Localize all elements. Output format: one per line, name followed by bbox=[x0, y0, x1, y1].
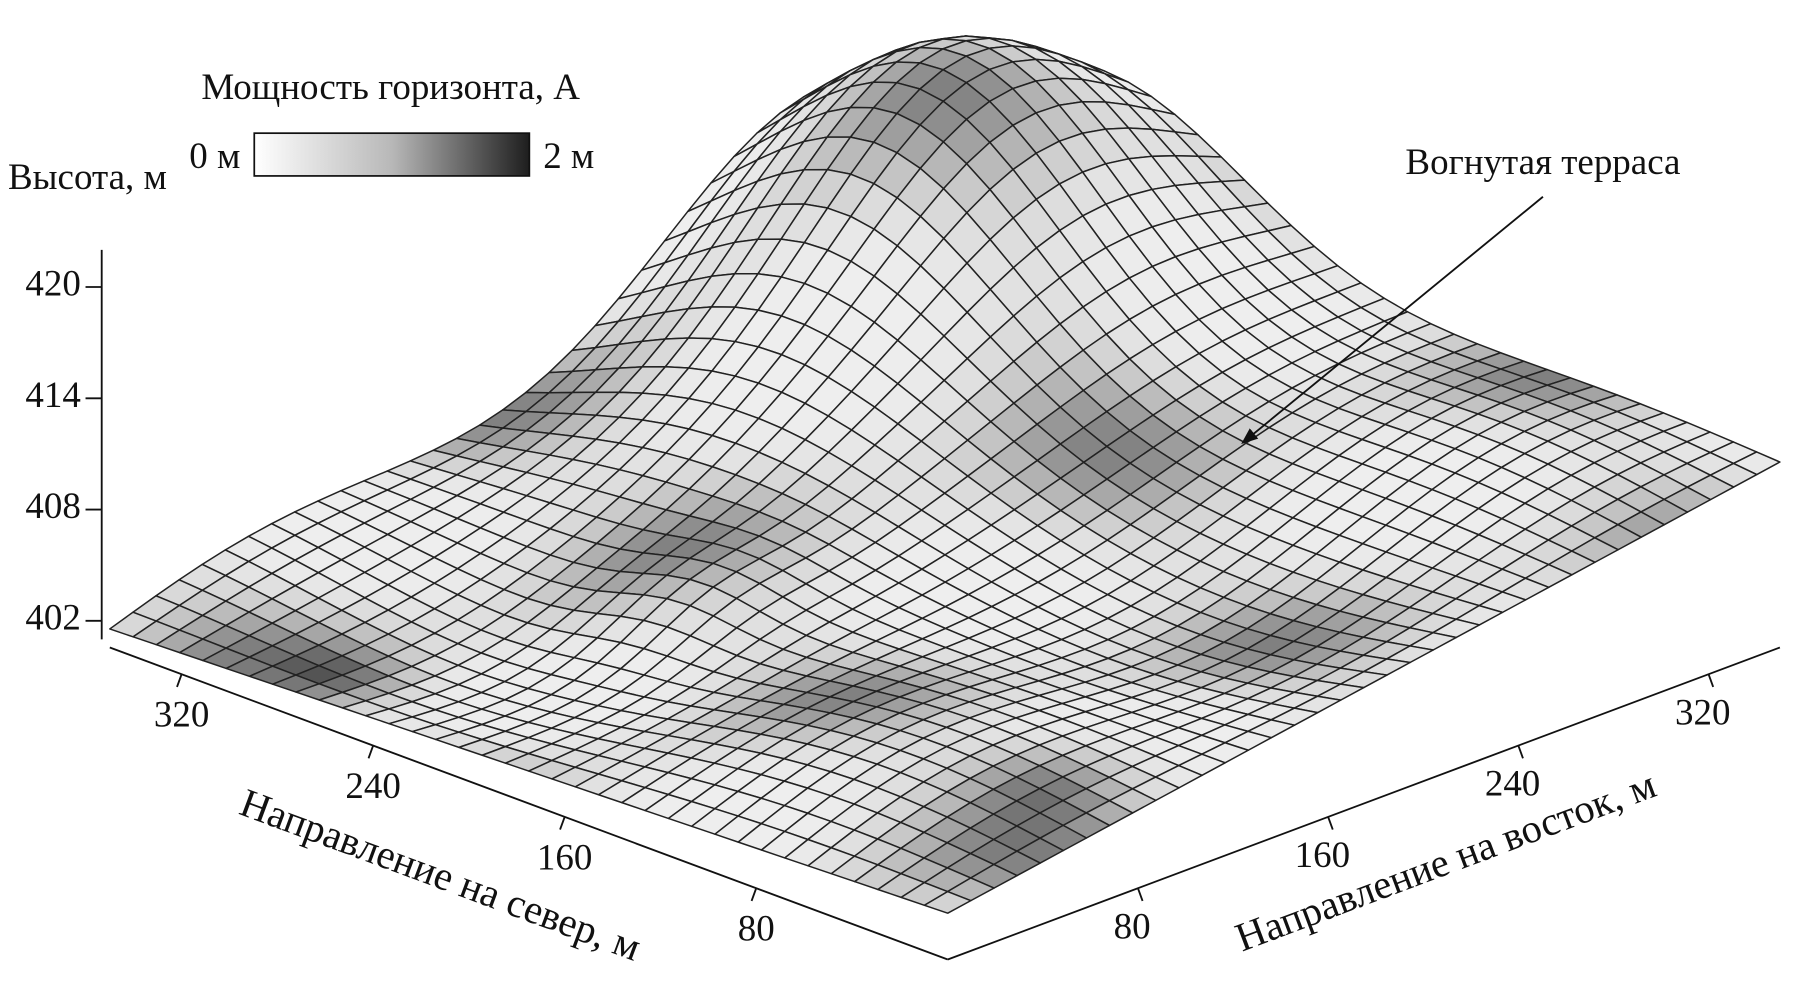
north-axis bbox=[109, 646, 949, 961]
north-tick bbox=[750, 887, 758, 902]
z-tick-label: 414 bbox=[25, 374, 80, 415]
surface-mesh bbox=[109, 35, 1781, 914]
east-tick-label: 320 bbox=[1675, 691, 1730, 732]
east-tick bbox=[1137, 887, 1144, 902]
east-axis bbox=[947, 646, 1781, 961]
annotation: Вогнутая терраса bbox=[1405, 141, 1680, 182]
colorbar-title: Мощность горизонта, А bbox=[201, 66, 580, 107]
colorbar-tick-label: 2 м bbox=[543, 135, 594, 176]
colorbar bbox=[253, 132, 531, 177]
east-tick-label: 240 bbox=[1485, 763, 1540, 804]
north-tick-label: 240 bbox=[345, 765, 400, 806]
north-tick-label: 160 bbox=[537, 836, 592, 877]
north-tick-label: 320 bbox=[154, 694, 209, 735]
mesh-cell bbox=[923, 890, 972, 914]
z-axis-title: Высота, м bbox=[8, 157, 167, 198]
east-tick bbox=[1327, 816, 1334, 830]
z-tick-label: 420 bbox=[25, 262, 80, 303]
north-tick bbox=[367, 745, 375, 759]
colorbar-tick-label: 0 м bbox=[189, 135, 240, 176]
north-tick-label: 80 bbox=[738, 908, 775, 949]
z-tick-label: 408 bbox=[25, 485, 80, 526]
north-tick bbox=[176, 673, 183, 688]
annotation-arrow bbox=[1241, 196, 1544, 444]
east-tick-label: 80 bbox=[1114, 905, 1151, 946]
z-tick-label: 402 bbox=[25, 596, 80, 637]
north-tick bbox=[559, 816, 566, 830]
east-tick bbox=[1517, 745, 1524, 759]
east-tick-label: 160 bbox=[1295, 834, 1350, 875]
east-tick bbox=[1707, 673, 1715, 688]
